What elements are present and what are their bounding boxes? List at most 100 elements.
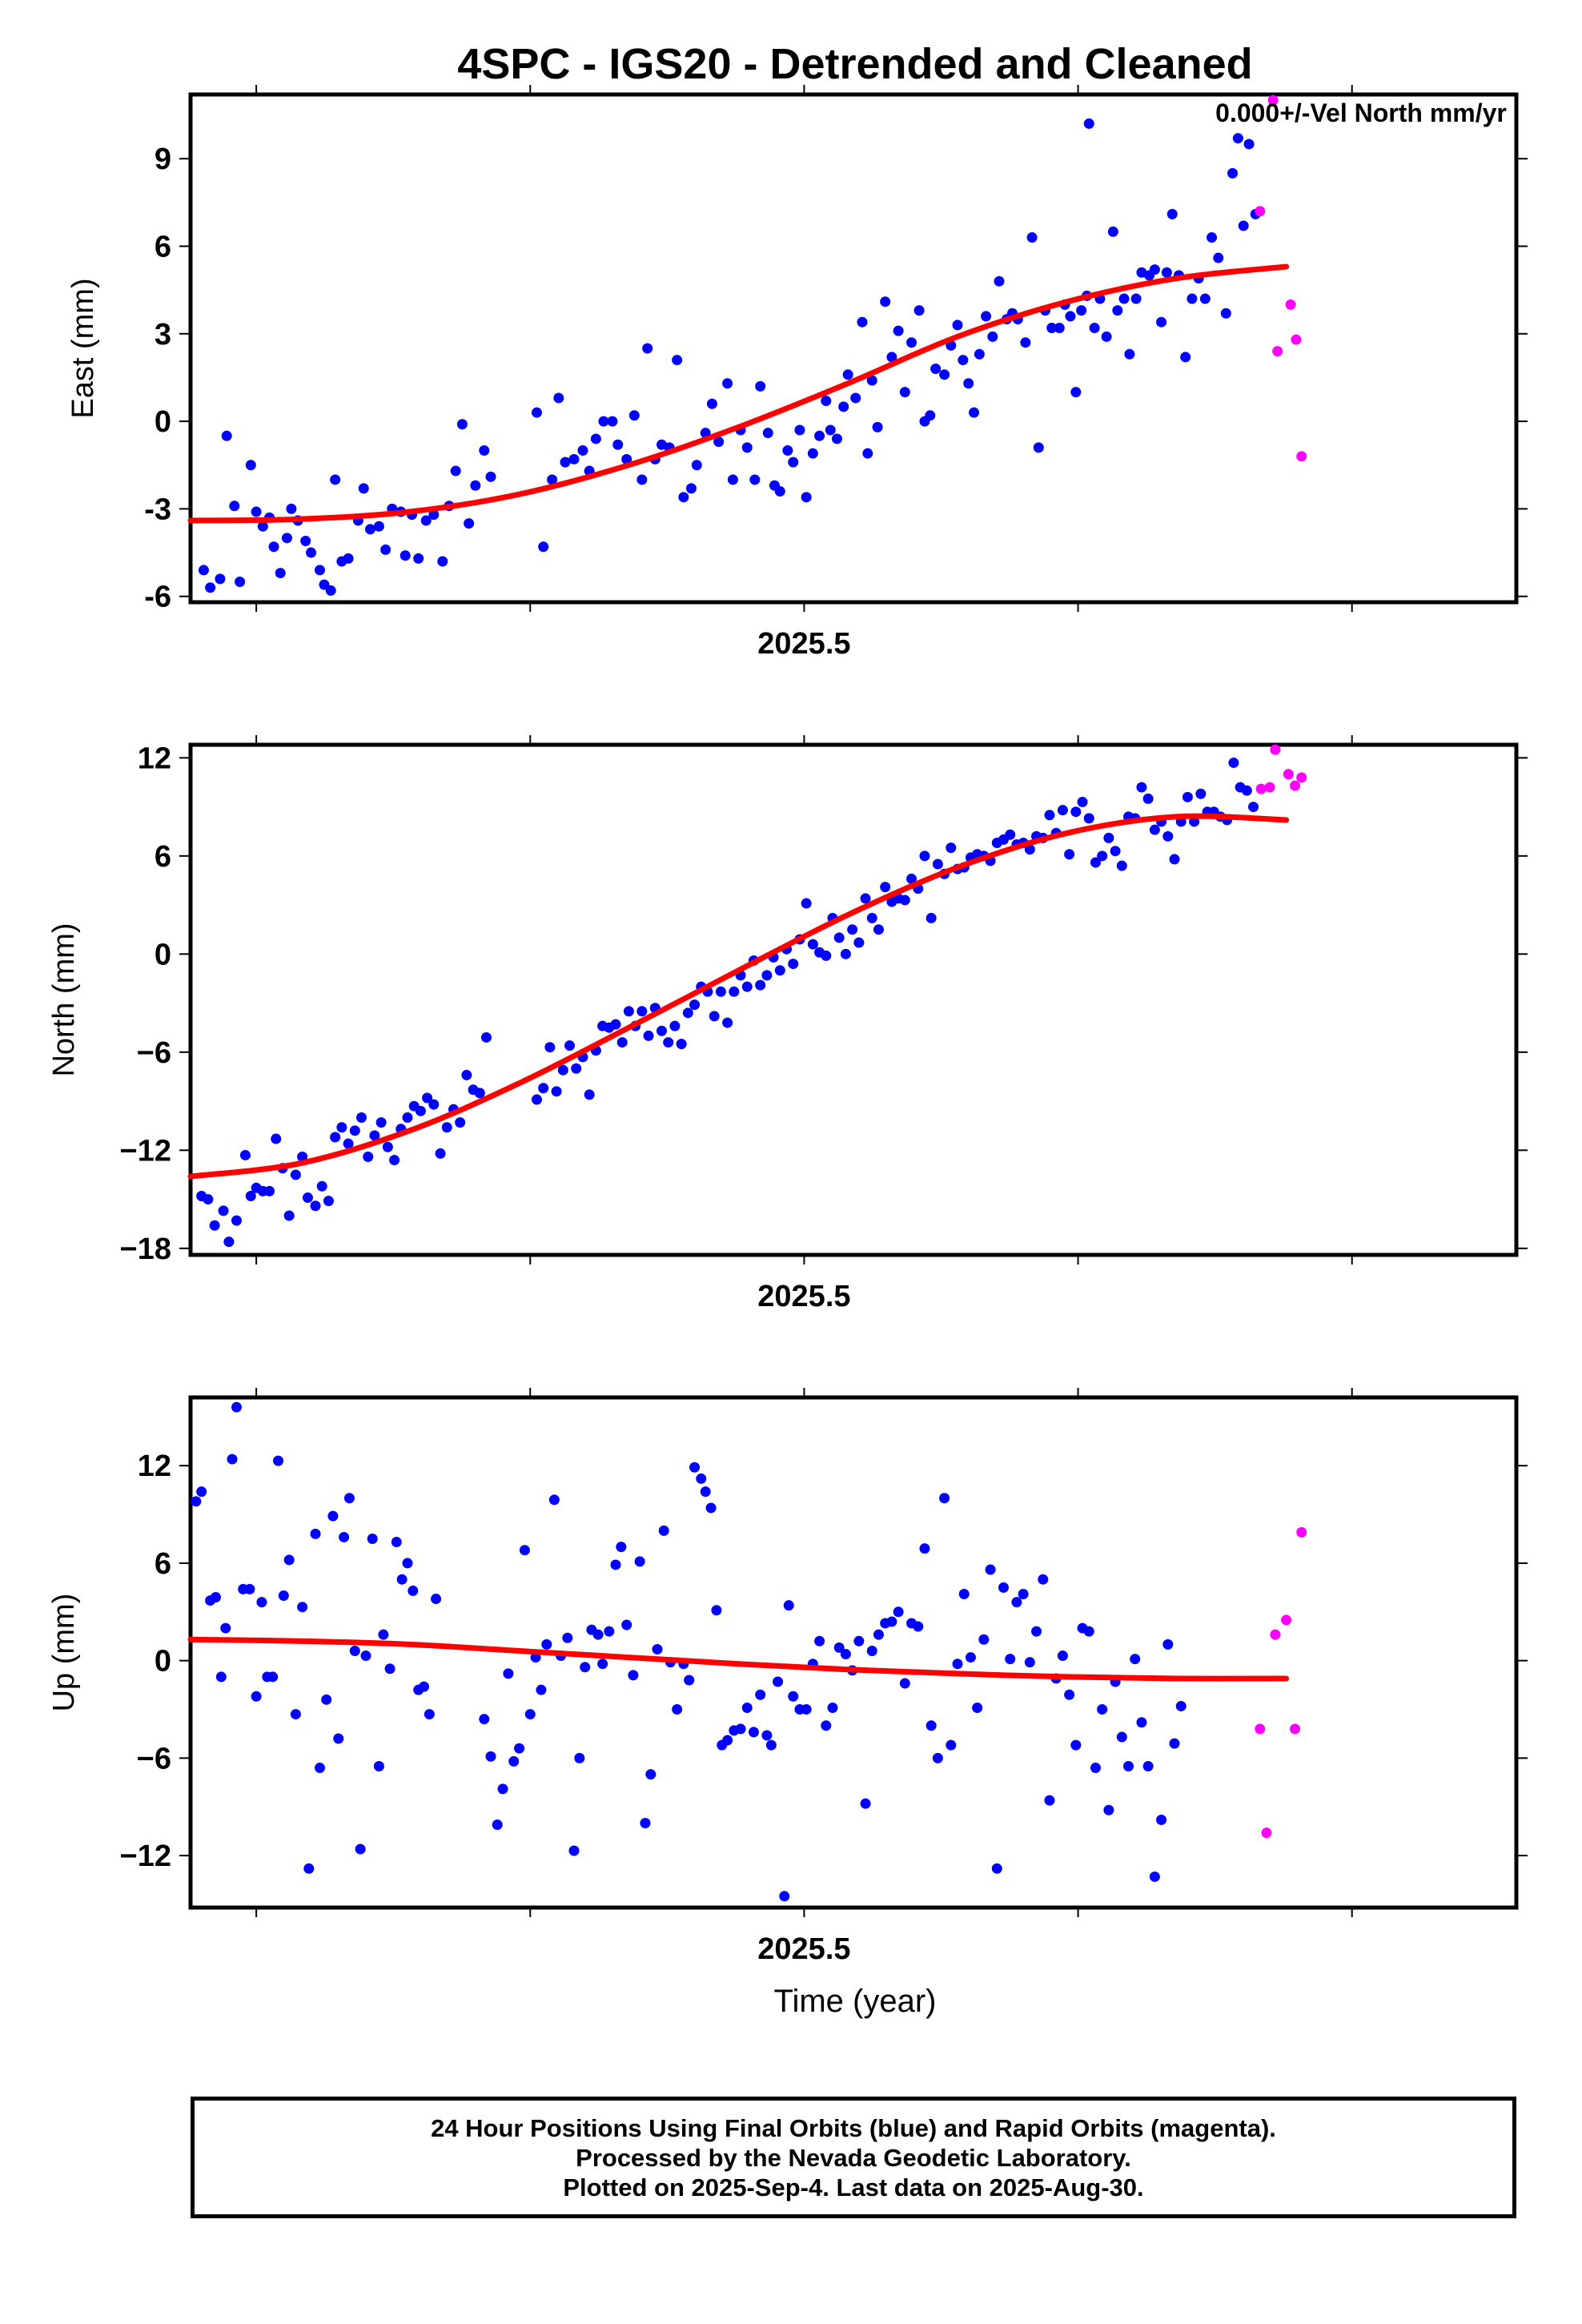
up-final-point	[303, 1863, 315, 1874]
footer-line-2: Processed by the Nevada Geodetic Laborat…	[576, 2143, 1131, 2172]
up-final-point	[761, 1730, 773, 1741]
east-y-tick-label: 0	[155, 405, 171, 439]
east-final-point	[994, 275, 1005, 287]
east-final-point	[205, 582, 216, 593]
up-final-point	[1038, 1574, 1049, 1585]
up-final-point	[349, 1645, 360, 1656]
up-final-point	[485, 1751, 496, 1762]
east-final-point	[842, 369, 853, 380]
north-rapid-point	[1296, 772, 1307, 783]
east-final-point	[221, 430, 232, 441]
east-final-point	[850, 392, 861, 404]
up-final-point	[1064, 1689, 1075, 1700]
up-final-point	[741, 1702, 753, 1713]
up-final-point	[220, 1622, 231, 1634]
north-final-point	[840, 948, 851, 959]
north-final-point	[336, 1122, 347, 1133]
up-final-point	[873, 1629, 884, 1640]
up-final-point	[321, 1694, 332, 1705]
east-rapid-point	[1285, 299, 1296, 310]
up-final-point	[1090, 1763, 1101, 1774]
north-rapid-point	[1264, 782, 1275, 793]
east-y-tick-label: 6	[155, 230, 171, 263]
up-final-point	[497, 1783, 508, 1795]
up-final-point	[893, 1606, 904, 1618]
up-final-point	[314, 1763, 325, 1774]
north-x-tick-label: 2025.5	[757, 1280, 850, 1313]
east-final-point	[1054, 322, 1065, 333]
east-final-point	[1180, 352, 1191, 363]
north-final-point	[741, 981, 753, 992]
east-final-point	[364, 524, 375, 535]
north-final-point	[656, 1025, 667, 1036]
east-x-tick-label: 2025.5	[757, 627, 850, 661]
east-final-point	[974, 348, 985, 360]
east-final-point	[893, 325, 904, 336]
east-final-point	[930, 364, 942, 375]
east-final-point	[691, 460, 702, 471]
up-final-point	[568, 1845, 580, 1856]
east-final-point	[413, 553, 424, 564]
north-final-point	[461, 1069, 472, 1080]
up-plot-frame	[188, 1395, 1519, 1910]
east-final-point	[251, 506, 262, 517]
east-final-point	[1089, 322, 1100, 333]
up-final-point	[783, 1600, 794, 1611]
up-final-point	[574, 1752, 585, 1763]
up-final-point	[1103, 1804, 1114, 1815]
east-final-point	[1232, 133, 1243, 144]
up-final-point	[514, 1743, 525, 1754]
east-final-point	[1065, 311, 1076, 322]
up-final-point	[833, 1642, 845, 1653]
east-final-point	[531, 407, 542, 418]
east-final-point	[706, 398, 717, 409]
east-final-point	[952, 320, 963, 331]
up-final-point	[384, 1663, 396, 1675]
east-final-point	[380, 544, 391, 555]
up-final-point	[1083, 1626, 1094, 1637]
up-final-point	[946, 1739, 957, 1751]
north-final-point	[323, 1196, 334, 1207]
up-final-point	[972, 1702, 983, 1713]
up-final-point	[755, 1689, 766, 1700]
east-final-point	[577, 445, 588, 456]
up-final-point	[1024, 1657, 1035, 1668]
north-final-point	[223, 1236, 235, 1248]
east-y-tick-label: 3	[155, 318, 171, 352]
east-final-point	[628, 410, 640, 421]
east-final-point	[343, 553, 354, 564]
north-final-point	[538, 1083, 549, 1094]
north-y-tick-label: 12	[138, 742, 171, 775]
up-rapid-point	[1281, 1614, 1292, 1626]
east-final-point	[727, 474, 738, 485]
east-final-point	[1118, 293, 1130, 304]
north-final-point	[1044, 810, 1055, 821]
east-final-point	[838, 401, 849, 412]
north-y-tick-label: −12	[120, 1134, 171, 1168]
north-plot-frame	[188, 742, 1519, 1257]
north-final-point	[676, 1039, 687, 1050]
east-final-point	[275, 568, 286, 579]
north-final-point	[1142, 793, 1154, 804]
north-final-point	[363, 1152, 374, 1162]
north-final-point	[1077, 796, 1088, 807]
north-final-point	[297, 1152, 308, 1162]
east-final-point	[325, 585, 336, 596]
north-final-point	[264, 1185, 275, 1196]
east-rapid-point	[1272, 346, 1283, 357]
up-final-point	[244, 1583, 255, 1594]
up-final-point	[562, 1632, 573, 1643]
north-final-point	[946, 842, 957, 854]
up-final-point	[1130, 1654, 1141, 1665]
north-final-point	[755, 979, 766, 991]
up-final-point	[1097, 1704, 1108, 1715]
north-final-point	[356, 1112, 367, 1123]
up-final-point	[290, 1709, 301, 1720]
north-final-point	[1090, 857, 1101, 868]
east-final-point	[925, 410, 936, 421]
north-final-point	[557, 1064, 568, 1076]
up-rapid-point	[1261, 1827, 1272, 1839]
east-final-point	[300, 535, 311, 546]
east-final-point	[479, 445, 490, 456]
up-final-point	[821, 1720, 832, 1731]
